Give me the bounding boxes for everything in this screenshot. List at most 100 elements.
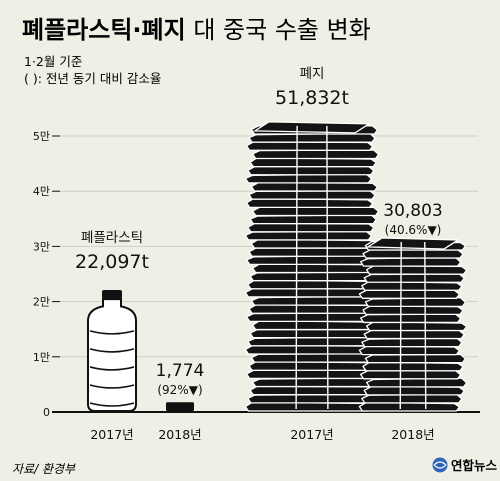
paper-sheet	[248, 190, 376, 200]
paper-sheet	[364, 297, 467, 308]
paper-stack-mark	[358, 237, 468, 412]
change-rate-label: (40.6%▼)	[385, 223, 442, 237]
paper-stack-mark	[244, 121, 380, 412]
bottle-rib	[89, 366, 135, 371]
bottle-rib	[89, 330, 135, 335]
paper-sheet	[249, 271, 377, 282]
paper-sheet	[249, 214, 377, 225]
paper-sheet	[362, 305, 464, 316]
paper-sheet	[365, 377, 468, 388]
paper-sheet	[251, 377, 380, 388]
chart-labels: 2017년 폐플라스틱 22,097t 2018년 1,774 (92%▼) 2017년 폐지…	[75, 66, 443, 442]
paper-sheet	[247, 165, 375, 176]
y-axis-ticks: 0 1만 2만 3만 4만 5만	[33, 130, 480, 419]
bottle-cap	[102, 290, 122, 300]
paper-sheet	[245, 254, 374, 266]
paper-sheet	[245, 312, 374, 323]
flattened-bottle-mark	[166, 402, 194, 411]
plastic-bottle-mark	[87, 290, 137, 412]
paper-sheet	[358, 401, 461, 412]
data-value-label: 30,803	[383, 201, 442, 221]
x-category-label: 2017년	[290, 427, 333, 442]
paper-sheet	[251, 320, 380, 331]
note-basis: 1·2월 기준	[24, 54, 82, 69]
paper-sheet	[364, 353, 467, 364]
source-credit: 자료/ 환경부	[12, 462, 76, 476]
paper-sheet	[247, 336, 375, 347]
paper-sheet	[244, 401, 373, 412]
y-tick-label: 3만	[33, 240, 50, 253]
x-category-label: 2018년	[391, 427, 434, 442]
y-tick-label: 1만	[33, 351, 50, 364]
paper-sheet	[359, 313, 462, 324]
data-value-label: 1,774	[156, 361, 205, 381]
x-category-label: 2017년	[90, 427, 133, 442]
paper-sheet	[250, 295, 379, 306]
y-tick-label: 5만	[33, 130, 50, 143]
paper-binding-string	[326, 125, 329, 410]
paper-binding-string	[424, 241, 427, 410]
series-name-label: 폐플라스틱	[81, 230, 143, 246]
paper-sheet	[247, 393, 375, 404]
paper-sheet	[363, 273, 465, 283]
paper-sheet	[244, 230, 373, 241]
paper-binding-string	[295, 125, 298, 410]
chart-title: 폐플라스틱·폐지 대 중국 수출 변화	[22, 16, 371, 44]
paper-sheet	[359, 370, 462, 380]
paper-sheet	[363, 385, 465, 396]
paper-sheet	[244, 344, 373, 355]
paper-top-sheet	[365, 237, 461, 250]
brand-name: 연합뉴스	[451, 458, 498, 473]
bottle-rib	[89, 384, 135, 389]
paper-sheet	[248, 304, 376, 314]
paper-sheet	[365, 265, 468, 275]
paper-sheet	[244, 173, 373, 184]
paper-sheet	[358, 289, 461, 299]
paper-sheet	[362, 249, 464, 259]
paper-sheet	[358, 345, 461, 356]
x-category-label: 2018년	[158, 427, 201, 442]
paper-sheet	[249, 328, 377, 339]
paper-sheet	[361, 280, 463, 291]
paper-sheet	[250, 181, 379, 192]
paper-sheet	[251, 149, 380, 160]
paper-sheet	[361, 393, 463, 404]
bottle-rib	[89, 402, 135, 407]
y-tick-label: 0	[43, 406, 50, 419]
paper-sheet	[245, 141, 374, 151]
paper-sheet	[248, 247, 376, 257]
brand-globe-icon	[432, 457, 448, 473]
change-rate-label: (92%▼)	[157, 383, 202, 397]
series-name-label: 폐지	[300, 66, 325, 82]
data-value-label: 51,832t	[275, 87, 349, 109]
paper-sheet	[250, 352, 379, 363]
paper-sheet	[249, 157, 377, 168]
paper-sheet	[245, 369, 374, 380]
paper-sheet	[363, 329, 465, 340]
bottle-body	[87, 298, 137, 412]
paper-sheet	[250, 238, 379, 249]
paper-sheet	[251, 206, 380, 217]
paper-sheet	[362, 361, 464, 372]
chart-title-sub: 대 중국 수출 변화	[186, 16, 371, 44]
paper-top-sheet	[252, 121, 372, 134]
chart-title-main: 폐플라스틱·폐지	[22, 16, 186, 44]
paper-binding-string	[399, 241, 402, 410]
brand-logo: 연합뉴스	[432, 457, 498, 473]
paper-sheet	[248, 132, 376, 143]
bottle-rib	[89, 348, 135, 353]
paper-sheet	[249, 385, 377, 396]
note-legend: ( ): 전년 동기 대비 감소율	[24, 71, 161, 86]
y-tick-label: 2만	[33, 296, 50, 309]
chart-marks	[87, 121, 468, 412]
paper-sheet	[247, 222, 375, 233]
brand-swoosh-icon	[433, 461, 447, 469]
paper-sheet	[244, 288, 373, 298]
data-value-label: 22,097t	[75, 251, 149, 273]
paper-sheet	[247, 279, 375, 290]
paper-sheet	[245, 197, 374, 208]
paper-sheet	[251, 263, 380, 274]
paper-sheet	[248, 360, 376, 371]
y-tick-label: 4만	[33, 185, 50, 198]
